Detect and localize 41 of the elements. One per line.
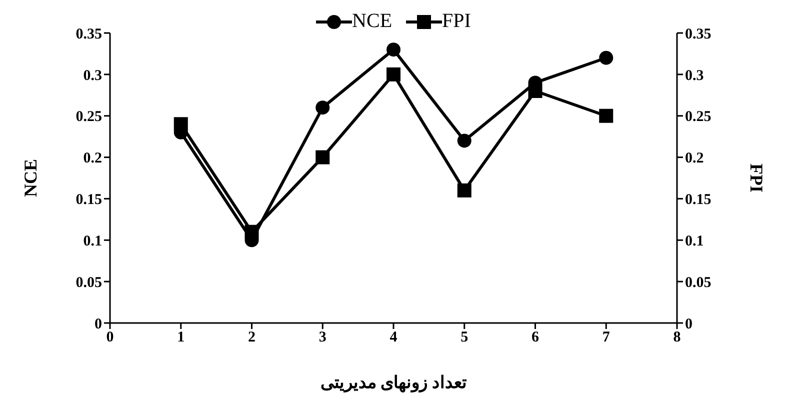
point <box>457 134 472 148</box>
x-tick-label: 6 <box>532 330 540 346</box>
point <box>386 67 400 82</box>
x-tick-label: 2 <box>248 330 256 346</box>
x-tick-label: 5 <box>460 330 468 346</box>
x-tick-label: 7 <box>602 330 610 346</box>
x-tick-label: 8 <box>673 330 681 346</box>
y-tick-label: 0.05 <box>76 274 102 291</box>
y-tick-label: 0.15 <box>76 192 102 208</box>
y-tick-label: 0.2 <box>83 150 102 167</box>
point <box>316 100 330 115</box>
point <box>599 108 614 123</box>
point <box>244 224 259 239</box>
y2-tick-label: 0.35 <box>685 26 712 42</box>
x-tick-label: 3 <box>318 330 326 346</box>
y2-tick-label: 0.15 <box>685 192 712 208</box>
x-tick-label: 4 <box>390 330 398 346</box>
point <box>528 84 542 98</box>
y2-tick-label: 0.3 <box>685 68 704 84</box>
y2-tick-label: 0 <box>685 316 692 332</box>
y2-tick-label: 0.1 <box>685 233 704 250</box>
y2-tick-label: 0.05 <box>685 274 712 291</box>
point <box>457 183 472 198</box>
y-tick-label: 0.25 <box>76 109 102 126</box>
y-axis-title: NCE <box>20 158 40 198</box>
point <box>316 150 330 164</box>
point <box>599 50 614 65</box>
point <box>386 42 400 57</box>
y2-tick-label: 0.25 <box>685 109 712 126</box>
y2-axis-title: FPI <box>746 164 767 192</box>
x-tick-label: 0 <box>106 330 114 346</box>
y-tick-label: 0 <box>94 316 102 332</box>
y-tick-label: 0.1 <box>83 233 102 250</box>
y-tick-label: 0.3 <box>83 68 102 84</box>
legend-label: NCE <box>352 10 392 33</box>
y2-tick-label: 0.2 <box>685 150 704 167</box>
x-tick-label: 1 <box>177 330 185 346</box>
point <box>174 117 188 132</box>
x-axis-title: تعداد زونهای مدیریتی <box>320 373 467 393</box>
legend-label: FPI <box>442 10 471 33</box>
y-tick-label: 0.35 <box>76 26 102 42</box>
